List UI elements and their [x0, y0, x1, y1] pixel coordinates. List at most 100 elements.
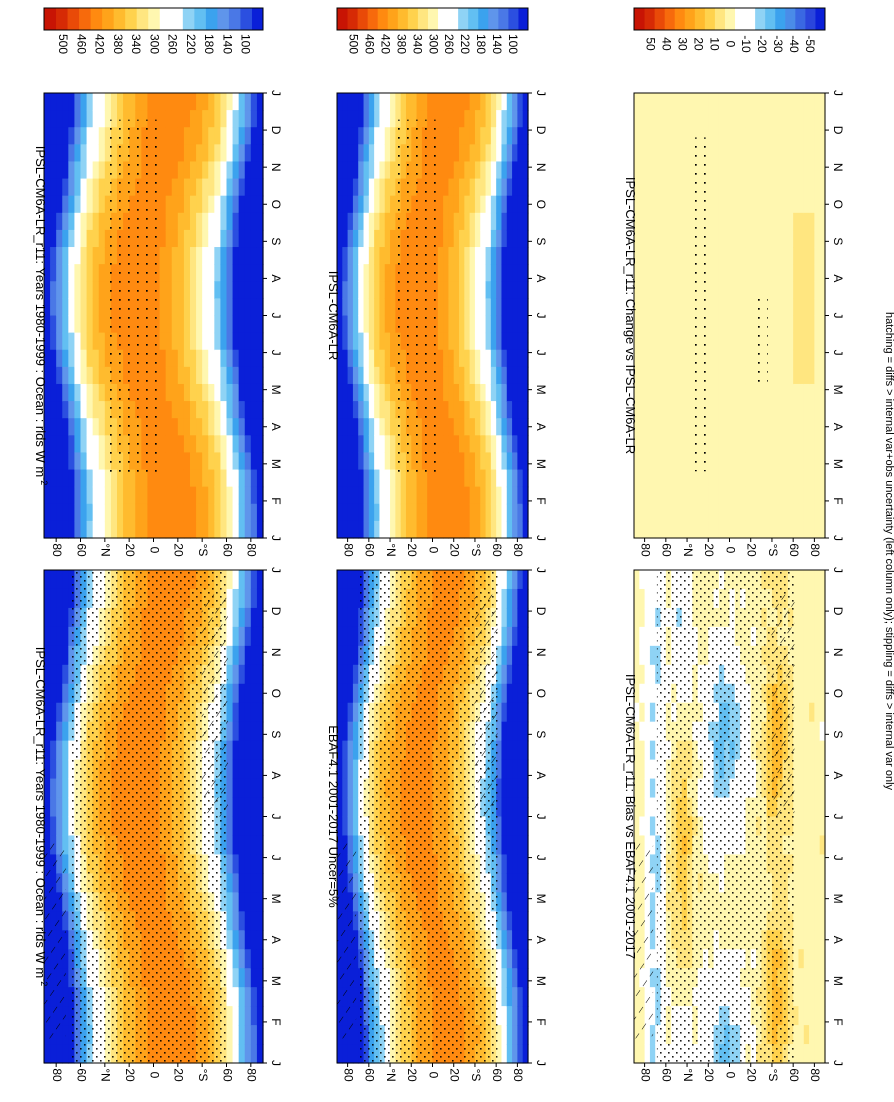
heatmap-cell	[117, 93, 124, 111]
heatmap-cell	[165, 161, 173, 180]
heatmap-cell	[379, 503, 386, 522]
heatmap-cell	[62, 178, 69, 197]
heatmap-cell	[50, 759, 57, 780]
heatmap-cell	[347, 759, 354, 780]
heatmap-cell	[363, 401, 370, 419]
heatmap-cell	[238, 435, 246, 454]
heatmap-cell	[232, 702, 240, 723]
month-label: S	[534, 730, 548, 738]
colorbar-label: 100	[239, 34, 253, 54]
heatmap-cell	[453, 469, 460, 488]
heatmap-cell	[165, 366, 173, 385]
heatmap-cell	[522, 161, 529, 180]
heatmap-cell	[639, 588, 646, 609]
heatmap-cell	[474, 383, 481, 402]
heatmap-cell	[358, 452, 365, 471]
heatmap-cell	[68, 212, 76, 231]
heatmap-cell	[506, 911, 513, 931]
heatmap-cell	[183, 435, 191, 454]
heatmap-cell	[171, 247, 179, 265]
heatmap-cell	[202, 229, 209, 248]
heatmap-cell	[159, 144, 167, 163]
heatmap-cell	[421, 503, 428, 522]
heatmap-cell	[190, 315, 197, 334]
heatmap-cell	[819, 892, 826, 912]
lat-label: 0	[147, 547, 161, 554]
heatmap-cell	[517, 503, 524, 522]
heatmap-cell	[506, 229, 513, 248]
heatmap-cell	[244, 1006, 252, 1026]
heatmap-cell	[190, 229, 197, 248]
heatmap-cell	[379, 435, 386, 454]
heatmap-cell	[421, 520, 428, 539]
heatmap-cell	[56, 520, 63, 539]
heatmap-cell	[459, 229, 465, 248]
heatmap-cell	[347, 332, 354, 351]
heatmap-cell	[644, 1044, 651, 1064]
heatmap-cell	[649, 702, 656, 723]
heatmap-cell	[62, 797, 69, 818]
heatmap-cell	[337, 212, 343, 231]
heatmap-cell	[190, 195, 197, 214]
lat-label: 0	[147, 1072, 161, 1079]
heatmap-cell	[208, 93, 215, 111]
heatmap-cell	[214, 418, 222, 436]
heatmap-cell	[809, 570, 815, 590]
heatmap-cell	[448, 93, 455, 111]
heatmap-cell	[56, 383, 63, 402]
heatmap-cell	[238, 383, 246, 402]
heatmap-cell	[368, 332, 375, 351]
heatmap-cell	[50, 93, 57, 111]
heatmap-cell	[177, 161, 185, 180]
heatmap-cell	[474, 127, 481, 145]
heatmap-cell	[98, 264, 106, 282]
heatmap-cell	[220, 435, 228, 454]
heatmap-cell	[798, 721, 805, 742]
heatmap-cell	[256, 178, 264, 197]
heatmap-cell	[384, 161, 391, 180]
heatmap-cell	[517, 740, 524, 761]
heatmap-cell	[443, 281, 450, 299]
heatmap-cell	[490, 247, 497, 265]
heatmap-cell	[379, 195, 386, 214]
heatmap-cell	[363, 418, 370, 436]
month-label: F	[534, 1018, 548, 1025]
lat-label: °S	[196, 544, 210, 557]
heatmap-cell	[165, 127, 173, 145]
heatmap-cell	[98, 452, 106, 471]
heatmap-cell	[226, 987, 234, 1007]
heatmap-cell	[416, 93, 423, 111]
heatmap-cell	[384, 178, 391, 197]
heatmap-cell	[183, 161, 191, 180]
heatmap-cell	[171, 161, 179, 180]
heatmap-cell	[238, 1044, 246, 1064]
heatmap-cell	[232, 298, 240, 317]
colorbar-label: 100	[506, 34, 520, 54]
heatmap-cell	[238, 892, 246, 912]
heatmap-cell	[639, 664, 646, 685]
heatmap-cell	[496, 949, 503, 969]
heatmap-cell	[171, 127, 179, 145]
heatmap-cell	[437, 366, 444, 385]
heatmap-cell	[337, 127, 343, 145]
heatmap-cell	[358, 383, 365, 402]
heatmap-cell	[485, 229, 492, 248]
heatmap-cell	[232, 212, 240, 231]
heatmap-cell	[819, 702, 826, 723]
heatmap-cell	[512, 93, 518, 111]
heatmap-cell	[347, 161, 354, 180]
heatmap-cell	[649, 721, 656, 742]
month-label: J	[534, 350, 548, 356]
heatmap-cell	[453, 161, 460, 180]
heatmap-cell	[238, 873, 246, 893]
heatmap-cell	[159, 127, 167, 145]
heatmap-cell	[496, 797, 503, 818]
colorbar-label: 180	[202, 34, 216, 54]
month-label: M	[269, 459, 283, 469]
heatmap-cell	[202, 298, 209, 317]
heatmap-cell	[347, 469, 354, 488]
heatmap-cell	[62, 366, 69, 385]
heatmap-cell	[374, 452, 381, 471]
heatmap-cell	[256, 264, 264, 282]
heatmap-cell	[244, 759, 252, 780]
